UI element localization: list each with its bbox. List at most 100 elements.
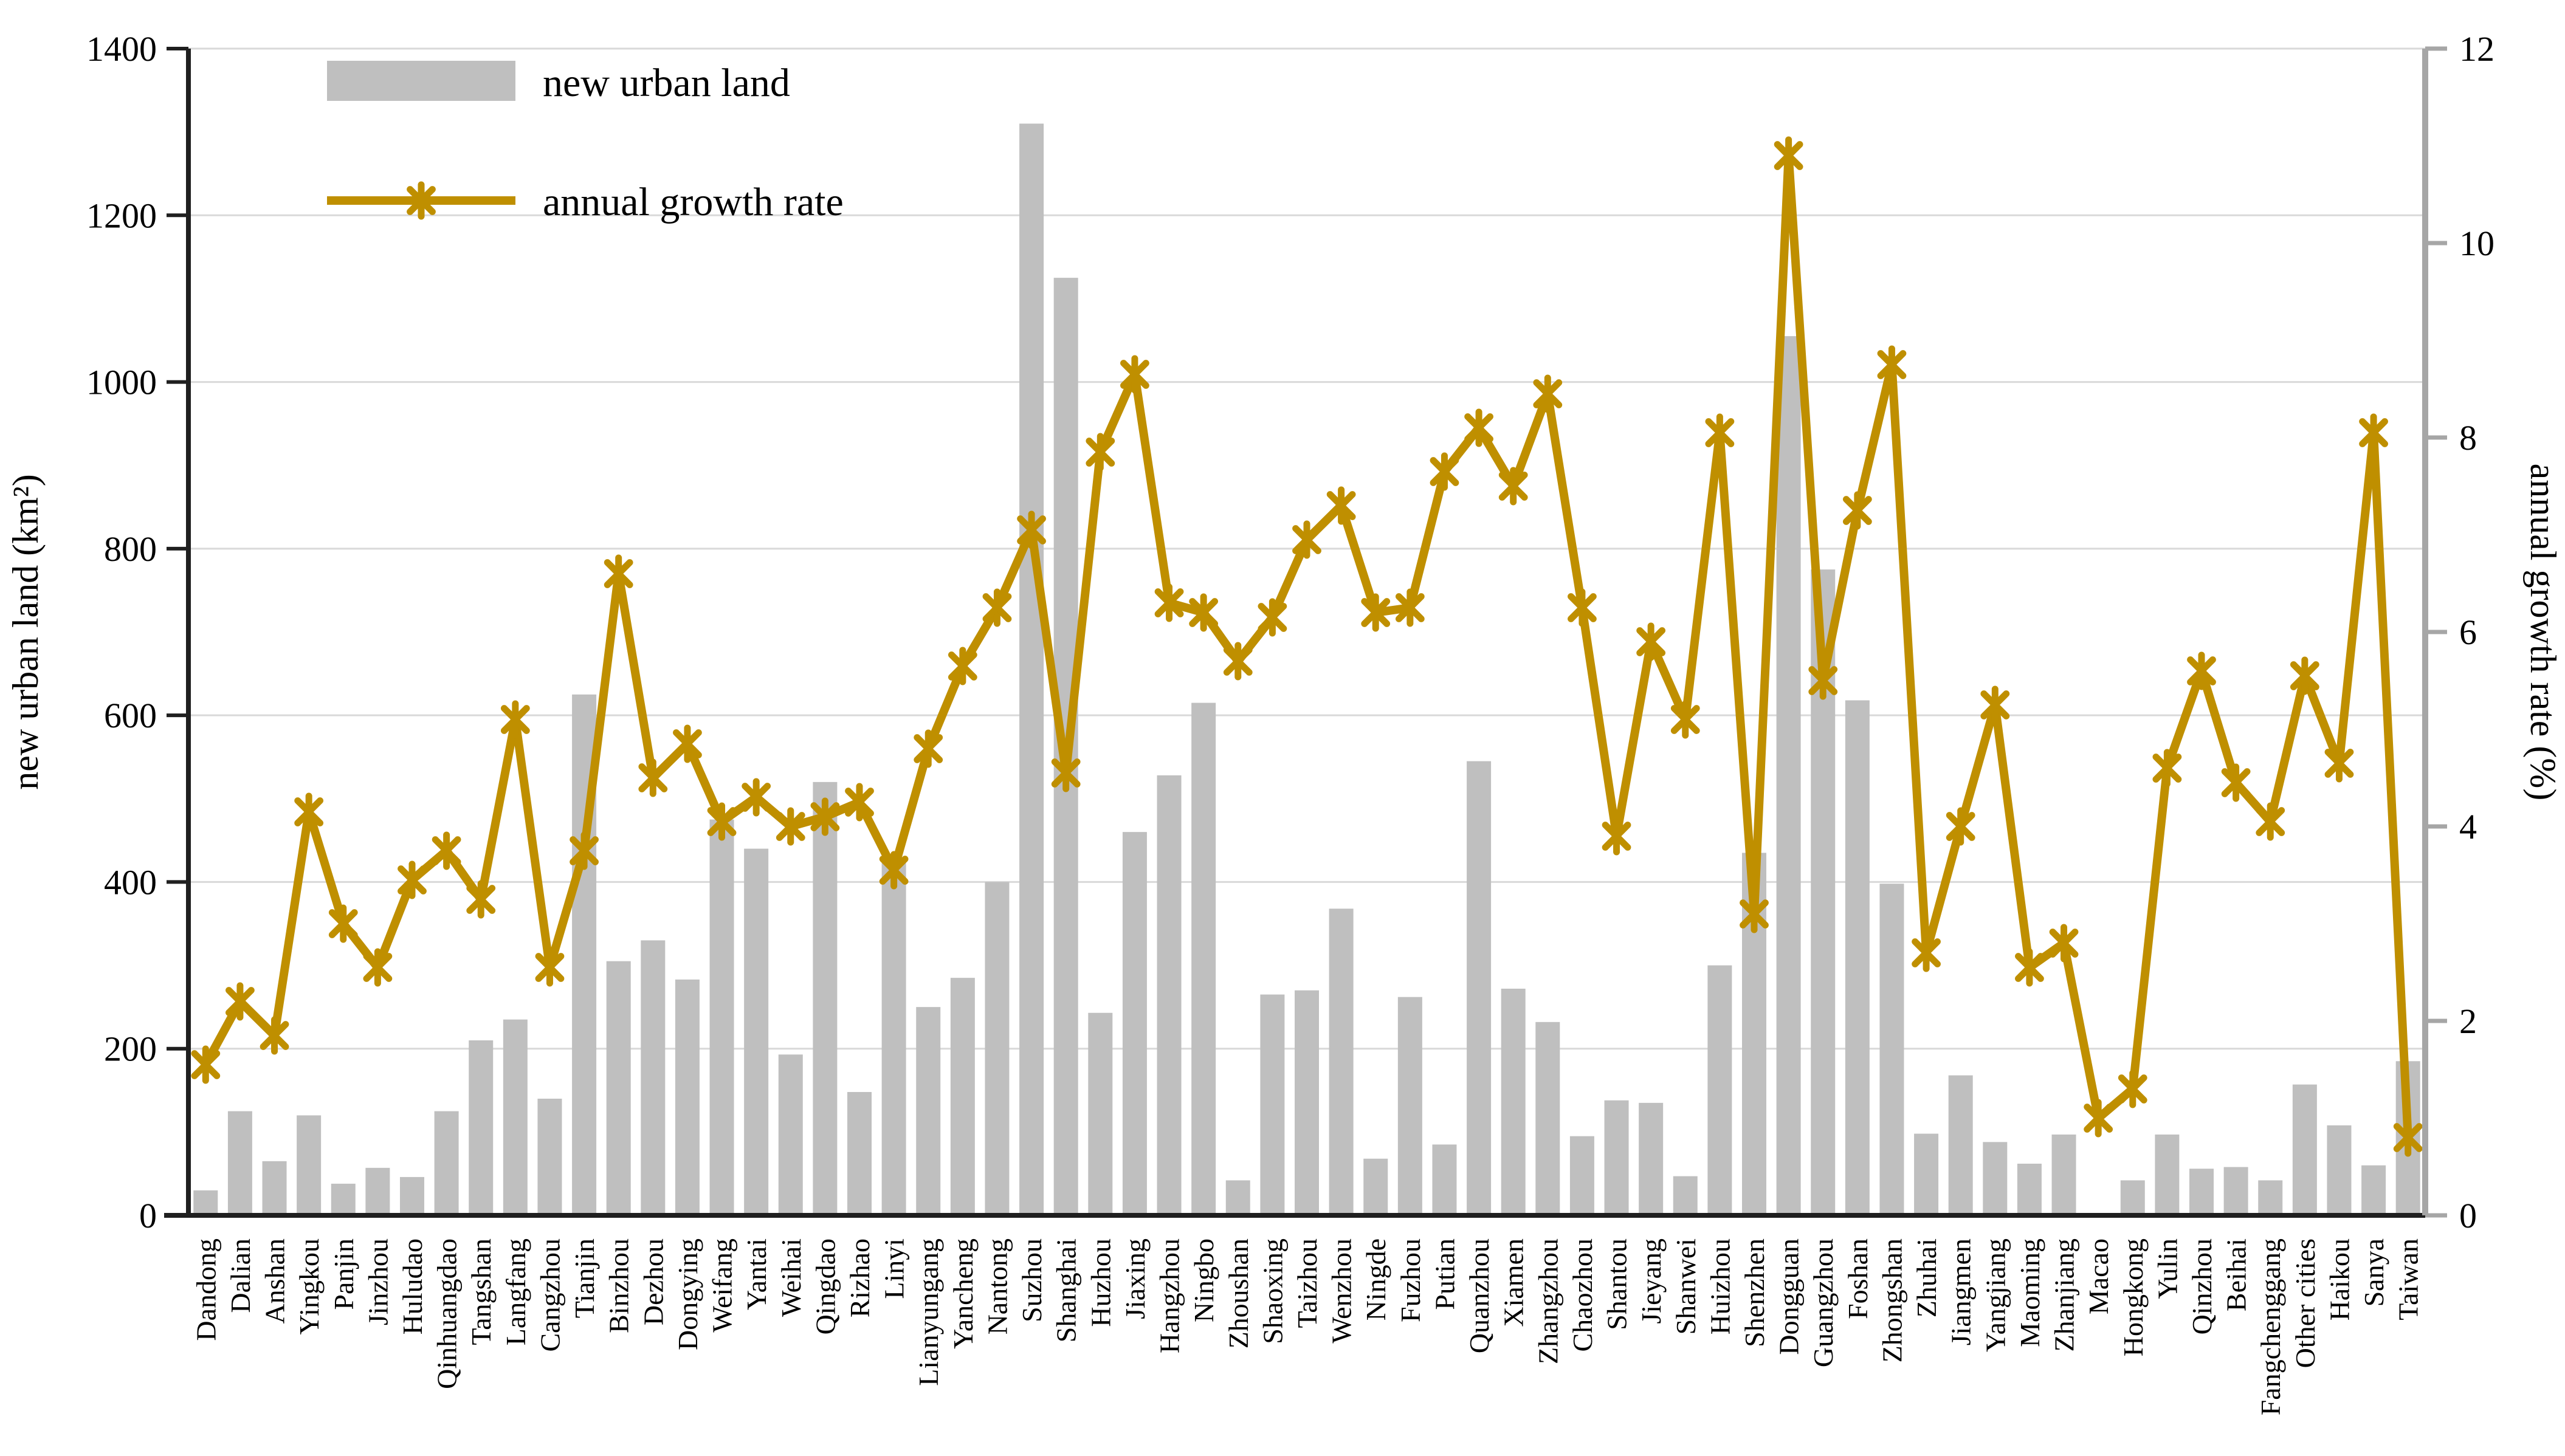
bar-Hangzhou — [1157, 775, 1182, 1215]
x-tick-label-Jiangmen: Jiangmen — [1946, 1238, 1977, 1345]
x-tick-label-Weifang: Weifang — [707, 1238, 738, 1333]
x-tick-label-Dandong: Dandong — [190, 1238, 221, 1341]
x-tick-label-Jiaxing: Jiaxing — [1120, 1238, 1151, 1319]
x-tick-label-Other cities: Other cities — [2290, 1238, 2321, 1368]
marker-Qinhuangdao — [432, 836, 461, 865]
bar-Yulin — [2155, 1134, 2180, 1215]
bar-Qinzhou — [2189, 1169, 2214, 1215]
bar-Yingkou — [297, 1115, 322, 1215]
marker-Yangjiang — [1980, 690, 2010, 719]
bar-Shaoxing — [1260, 994, 1285, 1215]
bar-Yancheng — [950, 978, 975, 1215]
marker-Zhangzhou — [1533, 379, 1563, 408]
bar-Qinhuangdao — [434, 1111, 459, 1215]
x-tick-label-Foshan: Foshan — [1842, 1238, 1873, 1319]
marker-Langfang — [500, 705, 530, 734]
right-tick-label: 12 — [2459, 29, 2494, 69]
bar-Huludao — [400, 1176, 424, 1215]
x-tick-label-Taizhou: Taizhou — [1292, 1238, 1323, 1328]
x-tick-label-Binzhou: Binzhou — [604, 1238, 635, 1333]
x-tick-label-Chaozhou: Chaozhou — [1567, 1238, 1598, 1352]
x-tick-label-Huizhou: Huizhou — [1704, 1238, 1735, 1334]
bar-Beihai — [2223, 1167, 2248, 1215]
marker-Beihai — [2221, 768, 2251, 797]
marker-Anshan — [260, 1021, 289, 1050]
marker-Hangzhou — [1154, 588, 1184, 617]
marker-Haikou — [2324, 749, 2354, 778]
bar-Dalian — [227, 1111, 252, 1215]
bar-Hongkong — [2120, 1180, 2145, 1215]
marker-Xiamen — [1498, 472, 1528, 501]
x-tick-label-Dalian: Dalian — [225, 1238, 256, 1313]
axes — [164, 46, 2447, 1218]
marker-Shanghai — [1051, 758, 1081, 788]
axis-tick-labels: 0 200 400 600 800 1000 1200 1400 0 2 4 6 8 10 12 Dandon… — [86, 29, 2494, 1415]
marker-Tangshan — [466, 885, 496, 914]
x-tick-label-Guangzhou: Guangzhou — [1808, 1238, 1839, 1367]
marker-Qingdao — [810, 802, 840, 831]
bar-Weihai — [778, 1054, 803, 1215]
x-tick-label-Macao: Macao — [2083, 1238, 2114, 1314]
x-tick-label-Yantai: Yantai — [741, 1238, 772, 1310]
x-tick-label-Qingdao: Qingdao — [810, 1238, 841, 1334]
x-tick-label-Taiwan: Taiwan — [2393, 1238, 2424, 1320]
marker-Macao — [2084, 1104, 2113, 1133]
legend-bar-label: new urban land — [543, 61, 790, 105]
bar-Anshan — [262, 1161, 287, 1215]
x-tick-label-Quanzhou: Quanzhou — [1464, 1238, 1495, 1353]
marker-Chaozhou — [1568, 593, 1597, 622]
bar-Maoming — [2017, 1163, 2042, 1215]
marker-Zhongshan — [1877, 350, 1907, 379]
x-tick-label-Sanya: Sanya — [2358, 1238, 2389, 1307]
marker-Qinzhou — [2187, 656, 2216, 685]
marker-Shantou — [1602, 822, 1631, 851]
marker-Nantong — [982, 593, 1012, 622]
marker-Weihai — [776, 812, 805, 841]
marker-Cangzhou — [535, 953, 565, 982]
bar-Panjin — [331, 1183, 356, 1215]
legend-line-marker-star — [407, 181, 436, 220]
x-tick-label-Yangjiang: Yangjiang — [1980, 1238, 2011, 1352]
bar-Yangjiang — [1983, 1142, 2008, 1215]
marker-Zhanjiang — [2049, 929, 2079, 958]
marker-Yancheng — [948, 651, 977, 681]
x-tick-label-Shantou: Shantou — [1602, 1238, 1633, 1330]
marker-Putian — [1430, 457, 1459, 486]
x-tick-label-Dongying: Dongying — [672, 1238, 703, 1350]
marker-Other cities — [2290, 661, 2319, 690]
x-tick-label-Zhoushan: Zhoushan — [1223, 1238, 1254, 1348]
x-tick-label-Tangshan: Tangshan — [466, 1238, 497, 1345]
bar-Tangshan — [469, 1040, 494, 1215]
bar-Nantong — [985, 882, 1010, 1215]
marker-Shaoxing — [1258, 603, 1287, 632]
growth-rate-line — [201, 151, 2412, 1142]
marker-Wenzhou — [1326, 491, 1356, 520]
x-tick-label-Nantong: Nantong — [982, 1238, 1013, 1334]
marker-Jiangmen — [1946, 812, 1975, 841]
x-tick-label-Rizhao: Rizhao — [844, 1238, 875, 1317]
bar-Other cities — [2292, 1084, 2317, 1215]
bar-Zhangzhou — [1535, 1022, 1560, 1215]
bar-Ningbo — [1191, 702, 1216, 1215]
marker-Ningbo — [1189, 598, 1219, 627]
bar-Shanwei — [1673, 1176, 1698, 1215]
left-tick-label: 1200 — [86, 196, 157, 235]
bar-Dezhou — [641, 940, 666, 1215]
left-tick-label: 1000 — [86, 363, 157, 402]
bar-Taizhou — [1295, 990, 1319, 1215]
line-series — [191, 136, 2423, 1157]
bar-Huzhou — [1088, 1012, 1113, 1215]
marker-Guangzhou — [1808, 666, 1838, 695]
right-tick-label: 4 — [2459, 807, 2477, 846]
legend-bar-swatch — [327, 61, 515, 101]
marker-Fuzhou — [1395, 593, 1425, 622]
x-tick-label-Beihai: Beihai — [2221, 1238, 2252, 1311]
bar-Langfang — [503, 1019, 528, 1215]
x-tick-label-Maoming: Maoming — [2014, 1238, 2045, 1347]
x-tick-label-Dongguan: Dongguan — [1774, 1238, 1805, 1355]
right-tick-label: 0 — [2459, 1196, 2477, 1235]
x-tick-label-Hangzhou: Hangzhou — [1154, 1238, 1185, 1353]
marker-Dalian — [226, 987, 255, 1016]
left-axis-title: new urban land (km²) — [5, 474, 46, 790]
